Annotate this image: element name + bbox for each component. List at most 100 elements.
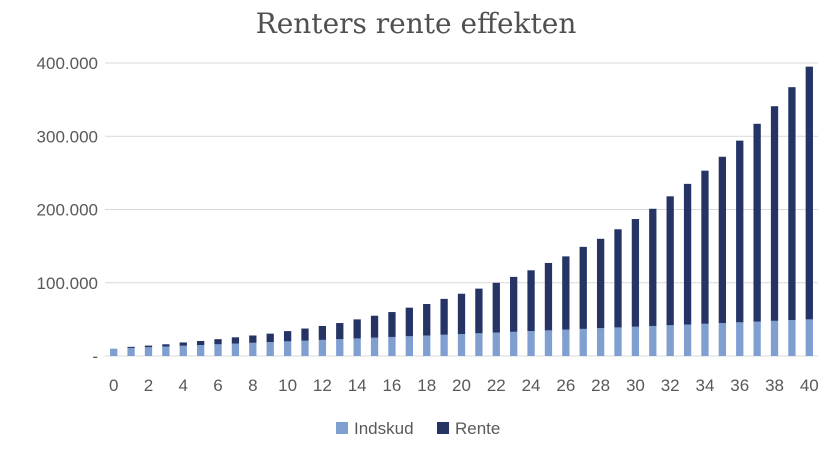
bar-indskud-1 bbox=[127, 347, 135, 356]
legend-swatch-indskud bbox=[336, 422, 348, 434]
bar-rente-35 bbox=[718, 156, 727, 324]
bar-indskud-26 bbox=[562, 329, 570, 356]
bar-indskud-9 bbox=[266, 342, 274, 356]
y-tick-label: 200.000 bbox=[37, 201, 98, 220]
x-tick-label: 4 bbox=[179, 376, 188, 395]
bar-rente-22 bbox=[492, 282, 500, 333]
bar-indskud-23 bbox=[510, 331, 518, 356]
bar-rente-10 bbox=[283, 331, 292, 342]
x-tick-label: 32 bbox=[661, 376, 680, 395]
x-tick-label: 2 bbox=[144, 376, 153, 395]
bar-rente-39 bbox=[788, 87, 796, 321]
legend: Indskud Rente bbox=[336, 419, 500, 438]
bar-rente-37 bbox=[753, 123, 761, 322]
bar-indskud-21 bbox=[475, 333, 483, 356]
bar-indskud-25 bbox=[544, 330, 553, 356]
bar-rente-31 bbox=[649, 208, 657, 326]
bar-indskud-11 bbox=[301, 340, 309, 356]
bar-indskud-6 bbox=[214, 344, 222, 356]
bar-rente-15 bbox=[370, 315, 379, 338]
bar-indskud-35 bbox=[718, 323, 727, 356]
bar-indskud-2 bbox=[144, 347, 153, 356]
bar-indskud-12 bbox=[318, 339, 327, 356]
x-tick-label: 12 bbox=[313, 376, 332, 395]
bar-rente-2 bbox=[144, 345, 153, 348]
x-tick-label: 24 bbox=[522, 376, 541, 395]
y-tick-label: 400.000 bbox=[37, 54, 98, 73]
bar-rente-33 bbox=[683, 183, 692, 325]
bars bbox=[110, 66, 813, 356]
x-axis: 0 2 4 6 8 10 12 14 16 18 20 22 24 26 28 30 32 34 36 38 40 bbox=[109, 376, 819, 395]
bar-indskud-39 bbox=[788, 320, 796, 356]
bar-rente-38 bbox=[770, 106, 779, 321]
bar-indskud-15 bbox=[370, 337, 379, 356]
x-tick-label: 10 bbox=[278, 376, 297, 395]
bar-rente-27 bbox=[579, 246, 587, 329]
bar-rente-3 bbox=[162, 344, 170, 347]
bar-rente-7 bbox=[231, 337, 240, 344]
grid-lines bbox=[105, 62, 818, 357]
bar-indskud-27 bbox=[579, 328, 587, 356]
bar-rente-34 bbox=[701, 170, 709, 324]
bar-rente-4 bbox=[179, 342, 187, 346]
bar-rente-12 bbox=[318, 325, 327, 340]
legend-label-rente: Rente bbox=[455, 419, 500, 438]
bar-rente-28 bbox=[596, 238, 605, 329]
legend-swatch-rente bbox=[437, 422, 449, 434]
bar-indskud-22 bbox=[492, 332, 500, 356]
bar-indskud-28 bbox=[596, 328, 605, 356]
legend-label-indskud: Indskud bbox=[354, 419, 414, 438]
bar-rente-17 bbox=[405, 307, 413, 337]
bar-rente-36 bbox=[736, 140, 744, 323]
bar-indskud-30 bbox=[631, 326, 640, 356]
bar-indskud-34 bbox=[701, 323, 709, 356]
bar-indskud-13 bbox=[336, 339, 344, 356]
x-tick-label: 0 bbox=[109, 376, 118, 395]
bar-indskud-7 bbox=[231, 343, 240, 356]
chart-title: Renters rente effekten bbox=[256, 7, 577, 40]
y-axis: - 100.000 200.000 300.000 400.000 bbox=[37, 54, 98, 366]
x-tick-label: 40 bbox=[800, 376, 819, 395]
bar-indskud-32 bbox=[666, 325, 674, 356]
x-tick-label: 36 bbox=[730, 376, 749, 395]
bar-rente-16 bbox=[388, 312, 396, 337]
bar-indskud-10 bbox=[283, 341, 292, 356]
bar-indskud-29 bbox=[614, 327, 622, 356]
bar-rente-29 bbox=[614, 229, 622, 328]
bar-indskud-14 bbox=[353, 338, 361, 356]
bar-rente-11 bbox=[301, 328, 309, 341]
x-tick-label: 18 bbox=[417, 376, 436, 395]
bar-rente-6 bbox=[214, 339, 222, 345]
bar-rente-18 bbox=[423, 303, 431, 336]
bar-indskud-4 bbox=[179, 345, 187, 356]
x-tick-label: 8 bbox=[248, 376, 257, 395]
x-tick-label: 6 bbox=[213, 376, 222, 395]
x-tick-label: 22 bbox=[487, 376, 506, 395]
bar-indskud-3 bbox=[162, 346, 170, 356]
x-tick-label: 26 bbox=[556, 376, 575, 395]
bar-rente-13 bbox=[336, 323, 344, 340]
bar-indskud-24 bbox=[527, 331, 535, 356]
bar-indskud-16 bbox=[388, 336, 396, 356]
bar-rente-25 bbox=[544, 262, 553, 331]
bar-rente-5 bbox=[196, 340, 205, 346]
x-tick-label: 30 bbox=[626, 376, 645, 395]
bar-rente-32 bbox=[666, 196, 674, 326]
x-tick-label: 20 bbox=[452, 376, 471, 395]
x-tick-label: 28 bbox=[591, 376, 610, 395]
y-tick-label: 300.000 bbox=[37, 127, 98, 146]
bar-indskud-18 bbox=[423, 335, 431, 356]
bar-indskud-31 bbox=[649, 325, 657, 356]
bar-indskud-33 bbox=[683, 324, 692, 356]
bar-indskud-19 bbox=[440, 334, 448, 356]
bar-rente-9 bbox=[266, 333, 274, 343]
bar-indskud-36 bbox=[736, 322, 744, 356]
bar-rente-26 bbox=[562, 256, 570, 330]
y-tick-label: 100.000 bbox=[37, 274, 98, 293]
x-tick-label: 38 bbox=[765, 376, 784, 395]
bar-indskud-8 bbox=[249, 342, 257, 356]
bar-rente-24 bbox=[527, 270, 535, 332]
bar-indskud-37 bbox=[753, 321, 761, 356]
bar-rente-21 bbox=[475, 288, 483, 334]
